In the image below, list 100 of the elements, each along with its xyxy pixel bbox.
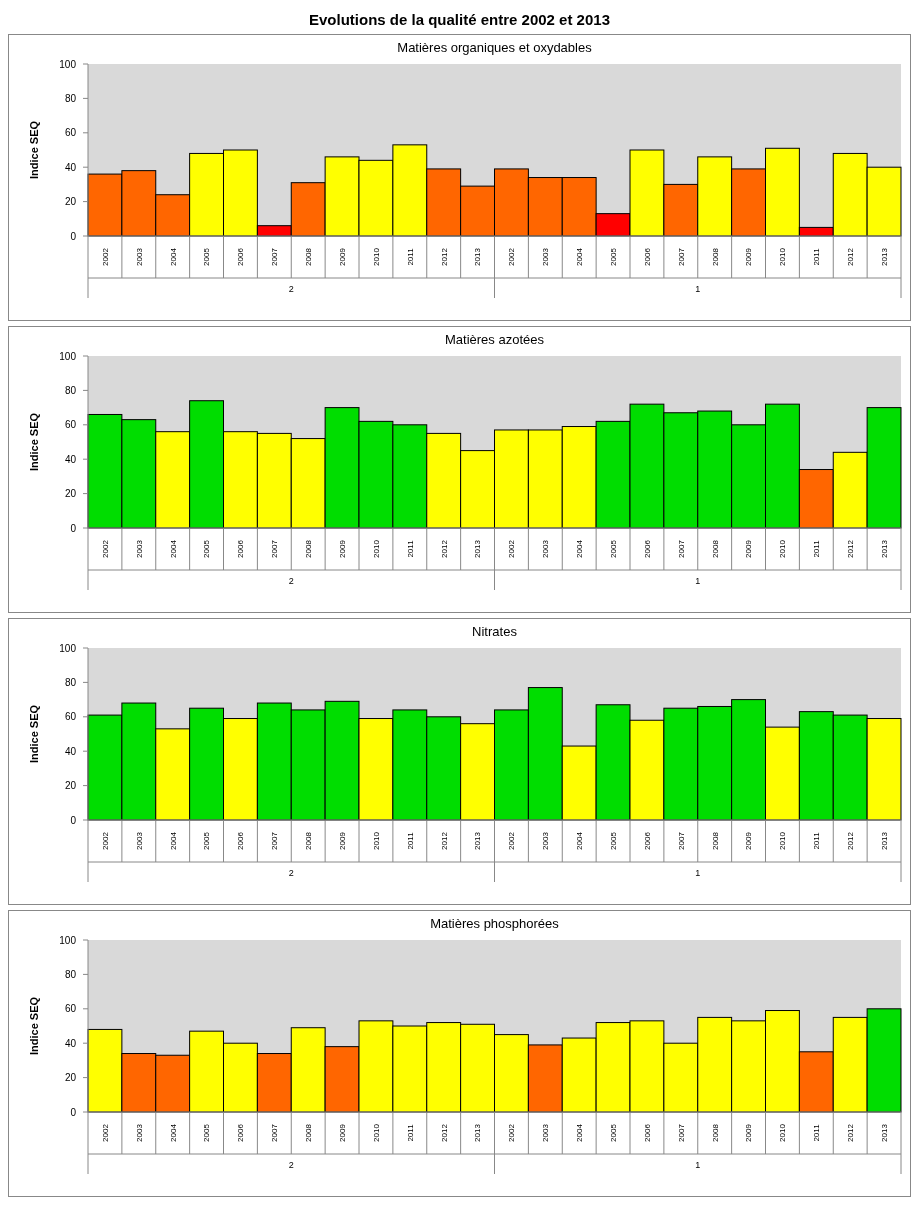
x-tick-label: 2005 xyxy=(608,247,618,266)
y-tick-label: 20 xyxy=(64,780,77,792)
text: 1 xyxy=(695,868,701,878)
x-tick-label: 2007 xyxy=(270,831,280,850)
x-tick-label: 2010 xyxy=(778,831,788,850)
y-tick-label: 20 xyxy=(64,488,77,500)
x-tick-label: 2006 xyxy=(236,831,246,850)
x-tick-label: 2013 xyxy=(473,539,483,558)
y-tick-label: 80 xyxy=(64,92,77,104)
x-tick-label: 2008 xyxy=(303,247,313,266)
chart-subtitle: Matières organiques et oxydables xyxy=(397,40,593,55)
x-tick-label: 2006 xyxy=(236,1123,246,1142)
text: 2 xyxy=(288,284,294,294)
x-tick-label: 2010 xyxy=(778,1123,788,1142)
x-tick-label: 2003 xyxy=(134,247,144,266)
y-tick-label: 100 xyxy=(59,58,77,70)
x-tick-label: 2004 xyxy=(574,831,584,850)
x-tick-label: 2013 xyxy=(473,1123,483,1142)
y-axis-title: Indice SEQ xyxy=(28,120,40,180)
x-tick-label: 2013 xyxy=(473,831,483,850)
x-tick-label: 2011 xyxy=(405,539,415,558)
x-tick-label: 2012 xyxy=(439,539,449,558)
x-tick-label: 2013 xyxy=(473,247,483,266)
x-tick-label: 2005 xyxy=(202,1123,212,1142)
x-tick-label: 2005 xyxy=(608,539,618,558)
x-tick-label: 2009 xyxy=(337,1123,347,1142)
y-axis-title: Indice SEQ xyxy=(28,412,40,472)
x-tick-label: 2004 xyxy=(574,1123,584,1142)
x-tick-label: 2009 xyxy=(337,247,347,266)
y-tick-label: 0 xyxy=(70,814,77,826)
x-tick-label: 2007 xyxy=(676,831,686,850)
y-tick-label: 100 xyxy=(59,642,77,654)
x-tick-label: 2007 xyxy=(676,1123,686,1142)
x-tick-label: 2005 xyxy=(202,247,212,266)
chart-title: Evolutions de la qualité entre 2002 et 2013 xyxy=(309,11,610,28)
x-tick-label: 2004 xyxy=(168,247,178,266)
y-tick-label: 40 xyxy=(64,1037,77,1049)
x-tick-label: 2002 xyxy=(507,1123,517,1142)
y-tick-label: 0 xyxy=(70,1106,77,1118)
x-tick-label: 2011 xyxy=(812,539,822,558)
x-tick-label: 2009 xyxy=(744,831,754,850)
x-tick-label: 2004 xyxy=(574,539,584,558)
x-tick-label: 2003 xyxy=(134,1123,144,1142)
x-tick-label: 2003 xyxy=(541,539,551,558)
y-tick-label: 60 xyxy=(64,419,77,431)
x-tick-label: 2008 xyxy=(710,831,720,850)
x-tick-label: 2010 xyxy=(371,247,381,266)
x-tick-label: 2012 xyxy=(845,247,855,266)
text: 1 xyxy=(695,284,701,294)
y-axis-title: Indice SEQ xyxy=(28,704,40,764)
x-tick-label: 2006 xyxy=(236,539,246,558)
y-tick-label: 60 xyxy=(64,711,77,723)
x-tick-label: 2002 xyxy=(100,247,110,266)
x-tick-label: 2012 xyxy=(439,1123,449,1142)
text: 2 xyxy=(288,576,294,586)
x-tick-label: 2002 xyxy=(507,247,517,266)
x-tick-label: 2010 xyxy=(778,539,788,558)
y-tick-label: 80 xyxy=(64,676,77,688)
chart-title: Matières phosphorées xyxy=(430,916,560,931)
x-tick-label: 2010 xyxy=(371,831,381,850)
x-tick-label: 2012 xyxy=(439,247,449,266)
x-tick-label: 2007 xyxy=(270,247,280,266)
x-tick-label: 2003 xyxy=(134,831,144,850)
text: 2 xyxy=(288,868,294,878)
x-tick-label: 2013 xyxy=(879,539,889,558)
y-tick-label: 0 xyxy=(70,522,77,534)
x-tick-label: 2010 xyxy=(371,539,381,558)
x-tick-label: 2011 xyxy=(405,247,415,266)
x-tick-label: 2008 xyxy=(710,247,720,266)
chart-title: Nitrates xyxy=(472,624,518,639)
x-tick-label: 2013 xyxy=(879,831,889,850)
x-tick-label: 2002 xyxy=(100,831,110,850)
y-tick-label: 40 xyxy=(64,453,77,465)
x-tick-label: 2013 xyxy=(879,247,889,266)
x-tick-label: 2004 xyxy=(574,247,584,266)
x-tick-label: 2008 xyxy=(710,1123,720,1142)
y-tick-label: 100 xyxy=(59,934,77,946)
y-tick-label: 20 xyxy=(64,1072,77,1084)
x-tick-label: 2004 xyxy=(168,831,178,850)
x-tick-label: 2012 xyxy=(845,831,855,850)
x-tick-label: 2002 xyxy=(100,1123,110,1142)
x-tick-label: 2009 xyxy=(744,539,754,558)
x-tick-label: 2005 xyxy=(608,1123,618,1142)
x-tick-label: 2009 xyxy=(337,539,347,558)
y-tick-label: 60 xyxy=(64,1003,77,1015)
x-tick-label: 2010 xyxy=(371,1123,381,1142)
x-tick-label: 2007 xyxy=(270,539,280,558)
x-tick-label: 2012 xyxy=(845,1123,855,1142)
x-tick-label: 2003 xyxy=(541,1123,551,1142)
x-tick-label: 2011 xyxy=(405,1123,415,1142)
x-tick-label: 2013 xyxy=(879,1123,889,1142)
x-tick-label: 2012 xyxy=(439,831,449,850)
x-tick-label: 2006 xyxy=(642,247,652,266)
x-tick-label: 2003 xyxy=(541,831,551,850)
x-tick-label: 2002 xyxy=(100,539,110,558)
x-tick-label: 2005 xyxy=(202,831,212,850)
x-tick-label: 2008 xyxy=(303,539,313,558)
x-tick-label: 2011 xyxy=(812,247,822,266)
x-tick-label: 2007 xyxy=(270,1123,280,1142)
x-tick-label: 2006 xyxy=(236,247,246,266)
